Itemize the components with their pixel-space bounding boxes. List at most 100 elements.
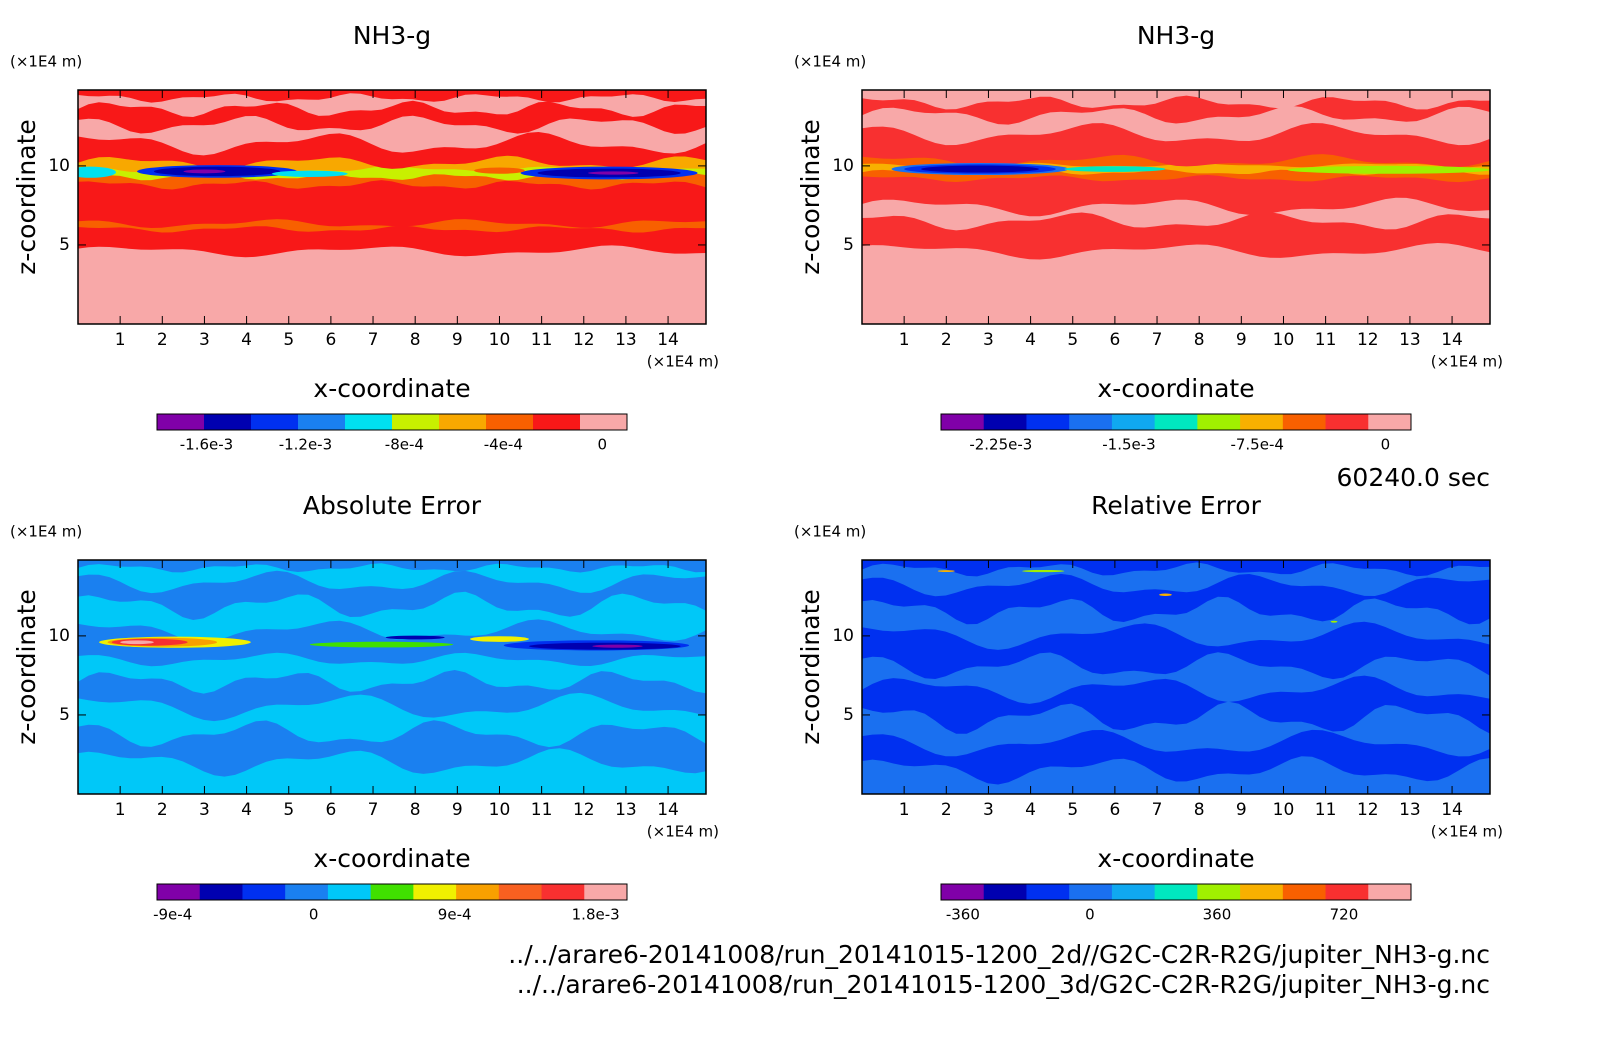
x-tick-label: 6 — [325, 330, 336, 350]
x-tick-label: 3 — [199, 800, 210, 820]
colorbar-segment — [1154, 884, 1198, 900]
colorbar-segment — [983, 414, 1027, 430]
panel-title: NH3-g — [353, 21, 431, 50]
x-tick-label: 4 — [1025, 330, 1036, 350]
x-tick-label: 7 — [1152, 330, 1163, 350]
contour-band — [862, 560, 1490, 577]
time-label: 60240.0 sec — [1337, 463, 1490, 492]
contour-field — [78, 560, 706, 794]
x-tick-label: 9 — [452, 800, 463, 820]
x-tick-label: 14 — [1441, 800, 1463, 820]
colorbar-tick-label: -9e-4 — [153, 906, 192, 924]
contour-blob — [1159, 593, 1172, 597]
colorbar-segment — [1282, 884, 1327, 900]
x-tick-label: 1 — [899, 800, 910, 820]
colorbar-segment — [157, 884, 201, 900]
x-unit: (×1E4 m) — [647, 353, 719, 371]
x-tick-label: 2 — [157, 800, 168, 820]
x-tick-label: 5 — [1067, 800, 1078, 820]
contour-blob — [937, 570, 955, 573]
colorbar-segment — [204, 414, 252, 430]
x-tick-label: 8 — [410, 330, 421, 350]
contour-band — [78, 90, 706, 103]
contour-blob — [183, 169, 226, 174]
colorbar-segment — [392, 414, 440, 430]
colorbar-segment — [199, 884, 243, 900]
x-unit: (×1E4 m) — [647, 823, 719, 841]
y-label: z-coordinate — [12, 119, 41, 274]
file-path: ../../arare6-20141008/run_20141015-1200_… — [508, 940, 1490, 969]
x-tick-label: 11 — [1315, 330, 1337, 350]
x-tick-label: 13 — [1399, 330, 1421, 350]
y-tick-label: 5 — [59, 235, 70, 255]
x-unit: (×1E4 m) — [1431, 353, 1503, 371]
colorbar-segment — [941, 414, 985, 430]
x-tick-label: 14 — [657, 800, 679, 820]
contour-blob — [592, 644, 643, 648]
contour-field — [78, 90, 706, 324]
panel-title: Absolute Error — [303, 491, 482, 520]
y-unit: (×1E4 m) — [10, 53, 82, 71]
x-tick-label: 13 — [615, 800, 637, 820]
colorbar-segment — [1325, 884, 1369, 900]
panel-title: NH3-g — [1137, 21, 1215, 50]
colorbar-segment — [1069, 414, 1113, 430]
colorbar-tick-label: 0 — [309, 906, 319, 924]
y-tick-label: 10 — [48, 156, 70, 176]
x-tick-label: 9 — [1236, 800, 1247, 820]
colorbar-segment — [157, 414, 205, 430]
colorbar-segment — [1368, 414, 1412, 430]
contour-blob — [385, 635, 445, 640]
contour-blob — [474, 167, 525, 174]
x-unit: (×1E4 m) — [1431, 823, 1503, 841]
x-tick-label: 13 — [1399, 800, 1421, 820]
x-tick-label: 6 — [325, 800, 336, 820]
x-tick-label: 1 — [115, 800, 126, 820]
x-tick-label: 2 — [157, 330, 168, 350]
y-tick-label: 5 — [843, 705, 854, 725]
y-tick-label: 10 — [832, 156, 854, 176]
colorbar-tick-label: -4e-4 — [484, 436, 523, 454]
contour-band — [862, 90, 1490, 110]
x-tick-label: 4 — [1025, 800, 1036, 820]
colorbar-tick-label: 9e-4 — [438, 906, 472, 924]
x-tick-label: 7 — [368, 800, 379, 820]
x-tick-label: 4 — [241, 330, 252, 350]
y-label: z-coordinate — [796, 589, 825, 744]
colorbar-segment — [439, 414, 487, 430]
colorbar-tick-label: 720 — [1330, 906, 1359, 924]
x-tick-label: 8 — [1194, 330, 1205, 350]
contour-band — [78, 560, 706, 573]
colorbar-segment — [251, 414, 299, 430]
contour-blob — [1330, 620, 1338, 623]
x-tick-label: 9 — [1236, 330, 1247, 350]
colorbar-segment — [941, 884, 985, 900]
colorbar-segment — [413, 884, 457, 900]
plot-frame — [861, 89, 1491, 325]
plot-frame — [77, 89, 707, 325]
plot-frame — [861, 559, 1491, 795]
y-unit: (×1E4 m) — [10, 523, 82, 541]
x-tick-label: 14 — [1441, 330, 1463, 350]
y-tick-label: 10 — [832, 626, 854, 646]
plot-frame — [77, 559, 707, 795]
x-tick-label: 10 — [1273, 800, 1295, 820]
x-tick-label: 3 — [199, 330, 210, 350]
colorbar-tick-label: -2.25e-3 — [969, 436, 1032, 454]
contour-blob — [309, 641, 454, 648]
colorbar-tick-label: -7.5e-4 — [1230, 436, 1283, 454]
colorbar-segment — [456, 884, 500, 900]
x-tick-label: 8 — [1194, 800, 1205, 820]
colorbar-segment — [1282, 414, 1327, 430]
y-label: z-coordinate — [796, 119, 825, 274]
colorbar-segment — [983, 884, 1027, 900]
colorbar-segment — [486, 414, 534, 430]
colorbar-segment — [533, 414, 581, 430]
colorbar-segment — [1197, 884, 1241, 900]
x-tick-label: 5 — [1067, 330, 1078, 350]
colorbar-segment — [584, 884, 628, 900]
colorbar-tick-label: 1.8e-3 — [572, 906, 620, 924]
colorbar-segment — [1240, 414, 1284, 430]
contour-blob — [921, 165, 1040, 173]
